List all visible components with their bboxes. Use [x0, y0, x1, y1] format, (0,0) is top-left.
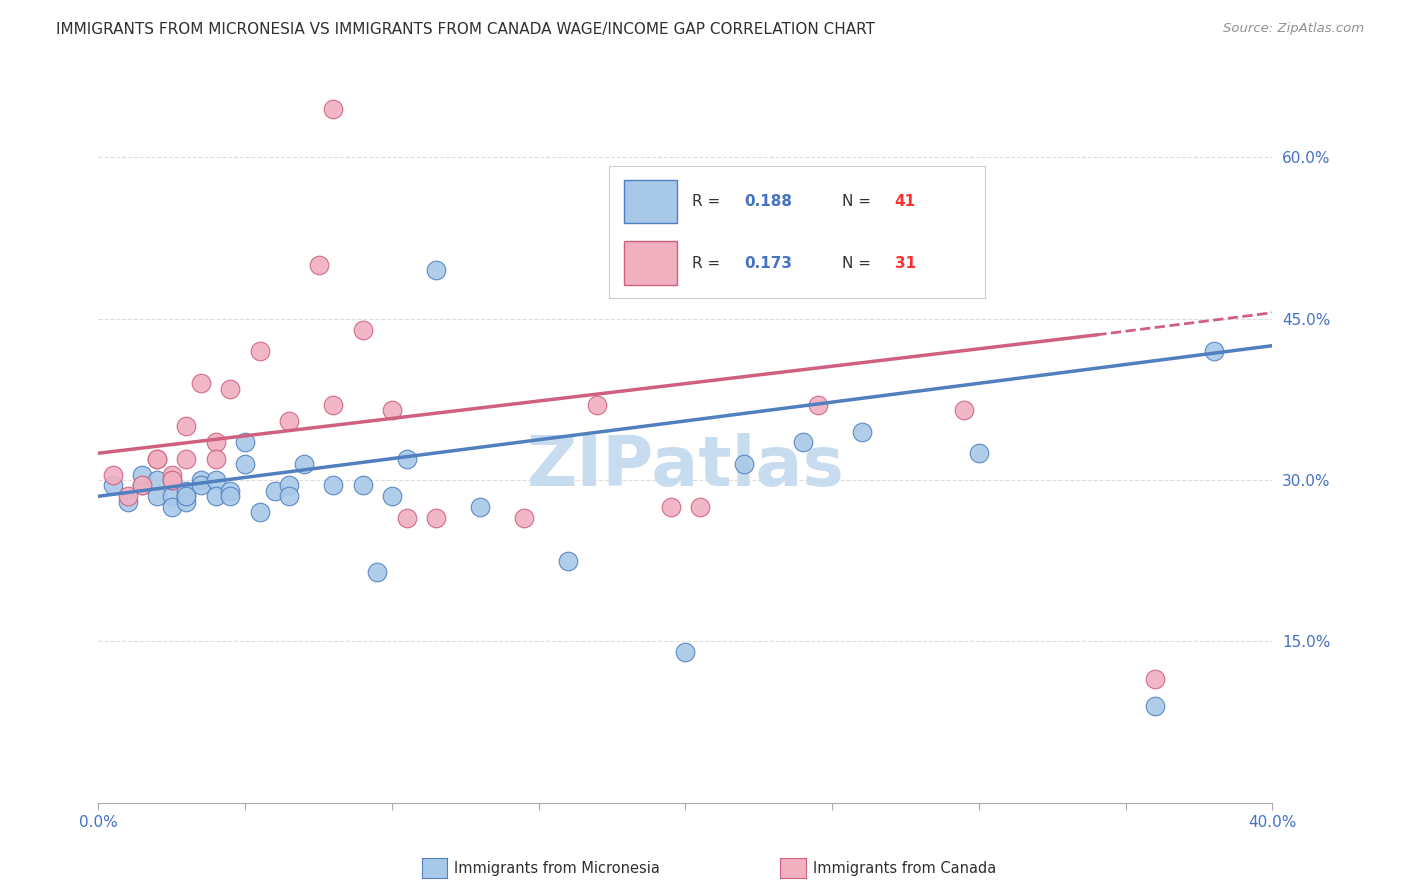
Point	[205, 435, 228, 450]
Point	[176, 419, 198, 434]
Point	[176, 489, 198, 503]
Point	[1144, 672, 1167, 686]
Point	[219, 382, 242, 396]
Point	[176, 494, 198, 508]
Point	[953, 403, 976, 417]
Text: Source: ZipAtlas.com: Source: ZipAtlas.com	[1223, 22, 1364, 36]
Point	[352, 478, 374, 492]
Point	[219, 483, 242, 498]
Point	[131, 478, 153, 492]
Point	[967, 446, 990, 460]
Point	[586, 398, 609, 412]
Point	[689, 500, 711, 514]
Point	[263, 483, 285, 498]
Point	[160, 489, 183, 503]
Point	[146, 489, 169, 503]
Point	[219, 489, 242, 503]
Point	[249, 505, 271, 519]
Point	[381, 403, 404, 417]
Point	[425, 510, 447, 524]
Point	[322, 478, 344, 492]
Point	[233, 457, 256, 471]
Point	[160, 473, 183, 487]
Point	[733, 457, 755, 471]
Point	[131, 478, 153, 492]
Point	[425, 263, 447, 277]
Point	[160, 500, 183, 514]
Point	[675, 645, 697, 659]
Point	[513, 510, 536, 524]
Point	[308, 258, 330, 272]
Point	[117, 489, 139, 503]
Point	[205, 473, 228, 487]
Point	[395, 510, 418, 524]
Point	[468, 500, 491, 514]
Point	[806, 398, 828, 412]
Point	[117, 494, 139, 508]
Text: Immigrants from Canada: Immigrants from Canada	[813, 862, 995, 876]
Point	[146, 451, 169, 466]
Point	[205, 489, 228, 503]
Point	[381, 489, 404, 503]
Point	[176, 451, 198, 466]
Point	[190, 473, 212, 487]
Point	[557, 554, 579, 568]
Point	[395, 451, 418, 466]
Point	[146, 451, 169, 466]
Point	[131, 467, 153, 482]
Point	[146, 473, 169, 487]
Point	[366, 565, 388, 579]
Point	[278, 414, 301, 428]
Point	[352, 322, 374, 336]
Point	[292, 457, 315, 471]
Point	[160, 467, 183, 482]
Point	[322, 398, 344, 412]
Point	[865, 172, 887, 186]
Point	[792, 435, 814, 450]
Point	[205, 451, 228, 466]
Point	[278, 489, 301, 503]
Text: ZIPatlas: ZIPatlas	[526, 433, 845, 500]
Point	[322, 102, 344, 116]
Point	[190, 376, 212, 391]
Point	[278, 478, 301, 492]
Point	[249, 344, 271, 359]
Point	[176, 489, 198, 503]
Point	[851, 425, 873, 439]
Point	[101, 467, 124, 482]
Point	[233, 435, 256, 450]
Point	[101, 478, 124, 492]
Text: IMMIGRANTS FROM MICRONESIA VS IMMIGRANTS FROM CANADA WAGE/INCOME GAP CORRELATION: IMMIGRANTS FROM MICRONESIA VS IMMIGRANTS…	[56, 22, 876, 37]
Point	[1144, 698, 1167, 713]
Point	[703, 210, 725, 224]
Text: Immigrants from Micronesia: Immigrants from Micronesia	[454, 862, 659, 876]
Point	[659, 500, 682, 514]
Point	[176, 483, 198, 498]
Point	[1202, 344, 1225, 359]
Point	[160, 473, 183, 487]
Point	[190, 478, 212, 492]
